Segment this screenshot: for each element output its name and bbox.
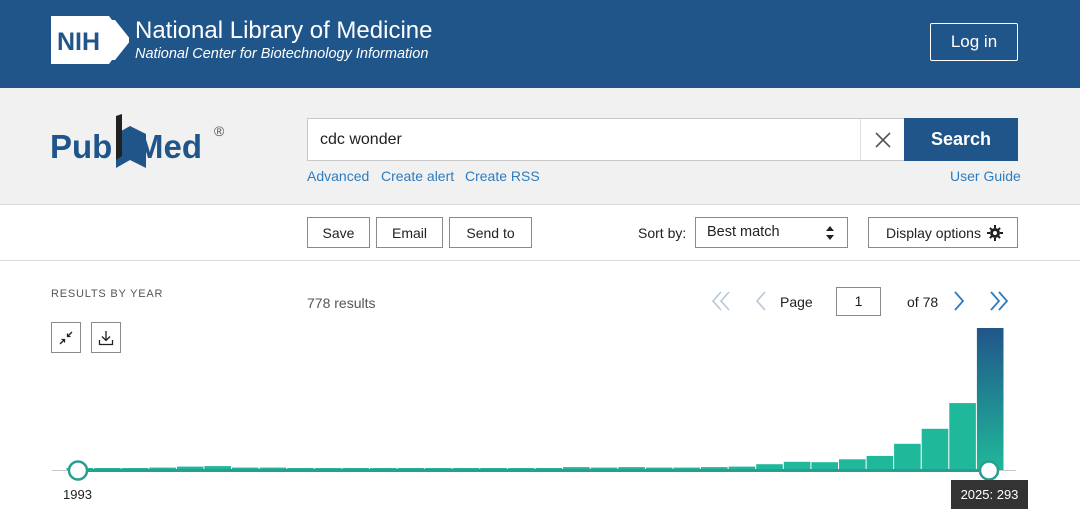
search-button[interactable]: Search [904,118,1018,161]
user-guide-link[interactable]: User Guide [950,168,1021,184]
next-page-button[interactable] [946,288,972,314]
sort-by-label: Sort by: [638,225,687,241]
results-by-year-chart[interactable] [0,260,1080,521]
year-bar[interactable] [894,443,921,470]
nih-logo-text: NIH [57,28,100,56]
results-count: 778 results [307,295,376,311]
year-bar[interactable] [204,466,231,470]
gear-icon [986,224,1003,241]
page-label: Page [780,294,813,310]
year-bar[interactable] [673,467,700,470]
sort-by-select[interactable]: Best match [695,217,848,248]
clear-search-button[interactable] [860,119,904,160]
year-bar[interactable] [976,328,1004,470]
first-page-button[interactable] [708,288,734,314]
nih-header: NIH National Library of Medicine Nationa… [0,0,1080,88]
close-icon [874,131,891,148]
year-bar[interactable] [811,462,838,470]
chevron-right-icon [954,291,965,311]
download-csv-button[interactable] [91,322,121,353]
year-bar[interactable] [590,467,618,470]
year-bar[interactable] [645,467,673,470]
year-bar[interactable] [701,467,728,470]
create-rss-link[interactable]: Create RSS [465,168,540,184]
last-page-button[interactable] [986,288,1012,314]
nih-title[interactable]: National Library of Medicine [135,17,433,44]
timeline-start-year: 1993 [63,487,92,502]
toolbar-divider [0,260,1080,261]
pubmed-logo-med: Med [136,128,202,165]
save-button[interactable]: Save [307,217,370,248]
year-bar[interactable] [839,459,866,470]
pubmed-logo[interactable]: Pub Med ® [50,112,230,174]
year-bar[interactable] [563,467,590,470]
login-button[interactable]: Log in [930,23,1018,61]
year-bar[interactable] [176,466,204,470]
previous-page-button[interactable] [748,288,774,314]
page-number-input[interactable]: 1 [836,287,881,316]
search-input[interactable]: cdc wonder [307,118,904,161]
book-icon [116,126,146,168]
year-bar[interactable] [756,464,783,470]
nih-logo[interactable]: NIH [51,16,129,64]
range-end-handle[interactable] [978,460,1000,481]
year-bar[interactable] [783,461,811,470]
year-tooltip: 2025: 293 [951,480,1028,509]
double-chevron-left-icon [711,291,730,311]
year-bar[interactable] [259,467,287,470]
range-start-handle[interactable] [67,460,89,481]
results-by-year-label: RESULTS BY YEAR [51,288,164,300]
year-bar[interactable] [949,403,976,470]
create-alert-link[interactable]: Create alert [381,168,455,184]
display-options-button[interactable]: Display options [868,217,1018,248]
year-bar[interactable] [149,467,176,470]
search-query[interactable]: cdc wonder [320,131,402,148]
chevron-left-icon [755,291,766,311]
display-options-label: Display options [886,224,981,241]
advanced-search-link[interactable]: Advanced [307,168,370,184]
sort-by-value: Best match [707,224,780,240]
registered-mark: ® [214,123,225,139]
sort-arrows-icon [826,226,834,240]
email-button[interactable]: Email [376,217,443,248]
year-bar[interactable] [232,467,259,470]
total-pages: of 78 [907,294,939,310]
year-bar[interactable] [921,428,949,470]
collapse-icon [59,331,73,344]
download-icon [98,330,114,345]
send-to-button[interactable]: Send to [449,217,532,248]
year-bar[interactable] [866,455,894,470]
collapse-timeline-button[interactable] [51,322,81,353]
nih-subtitle: National Center for Biotechnology Inform… [135,46,429,62]
year-bar[interactable] [728,466,756,470]
double-chevron-right-icon [990,291,1009,311]
year-bar[interactable] [618,467,645,470]
pubmed-logo-pub: Pub [50,128,112,165]
